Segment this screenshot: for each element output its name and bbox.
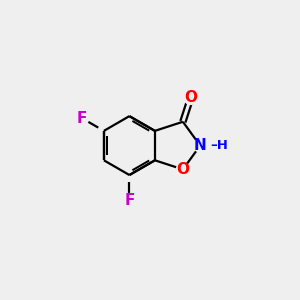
Text: F: F [124,193,135,208]
Text: –H: –H [210,139,228,152]
Text: O: O [176,162,189,177]
Circle shape [194,139,207,152]
Circle shape [76,112,89,125]
Text: N: N [194,138,207,153]
Circle shape [184,92,197,104]
Circle shape [123,194,136,206]
Text: F: F [77,111,87,126]
Text: O: O [184,91,197,106]
Circle shape [176,163,189,176]
